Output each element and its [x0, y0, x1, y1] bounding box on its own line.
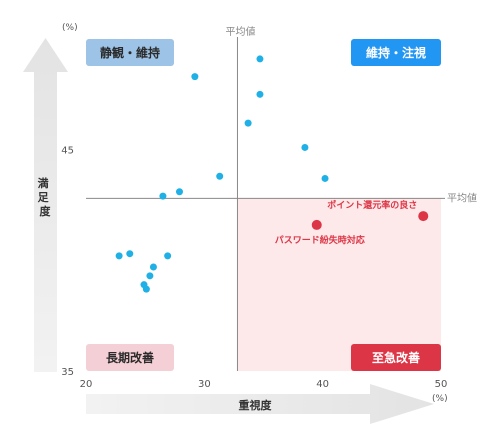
data-point [159, 192, 167, 200]
highlighted-point-label: パスワード紛失時対応 [275, 234, 365, 246]
x-tick-label: 30 [198, 379, 211, 390]
quadrant-label-top-right: 維持・注視 [351, 39, 441, 66]
data-point [256, 90, 264, 98]
highlighted-point [418, 211, 429, 222]
data-point [149, 263, 157, 271]
data-point [244, 119, 252, 127]
data-point [191, 73, 199, 81]
quadrant-label-bottom-right: 至急改善 [351, 344, 441, 371]
quadrant-label-top-left: 静観・維持 [86, 39, 174, 66]
y-tick-label: 45 [61, 146, 74, 157]
data-point [115, 252, 123, 260]
y-unit-label: (%) [62, 23, 78, 33]
data-point [321, 174, 329, 182]
svg-text:長期改善: 長期改善 [106, 350, 154, 365]
data-point [126, 250, 134, 258]
data-point [175, 188, 183, 196]
x-tick-labels: 20 30 40 50 [80, 379, 448, 390]
data-point [256, 55, 264, 63]
x-tick-label: 50 [435, 379, 448, 390]
x-unit-label: (%) [432, 394, 448, 404]
svg-text:至急改善: 至急改善 [372, 350, 420, 365]
data-point [164, 252, 172, 260]
x-tick-label: 20 [80, 379, 93, 390]
y-tick-labels: 35 45 [61, 146, 74, 378]
x-tick-label: 40 [316, 379, 329, 390]
y-axis-arrow [23, 38, 68, 372]
data-point [146, 272, 154, 280]
data-point [216, 172, 224, 180]
y-tick-label: 35 [61, 367, 74, 378]
x-axis-arrow [86, 384, 434, 424]
quadrant-label-bottom-left: 長期改善 [86, 344, 174, 371]
highlighted-point [311, 219, 322, 230]
svg-text:維持・注視: 維持・注視 [366, 45, 426, 60]
urgent-region [237, 198, 441, 371]
highlighted-point-label: ポイント還元率の良さ [327, 199, 417, 211]
average-label-x: 平均値 [225, 25, 255, 38]
average-label-y: 平均値 [447, 191, 477, 204]
y-axis-title: 満 足 度 [38, 176, 53, 218]
data-point [301, 143, 309, 151]
data-point [142, 285, 150, 293]
scatter-points [115, 55, 329, 293]
svg-text:静観・維持: 静観・維持 [100, 45, 160, 60]
x-axis-title: 重視度 [239, 398, 273, 412]
